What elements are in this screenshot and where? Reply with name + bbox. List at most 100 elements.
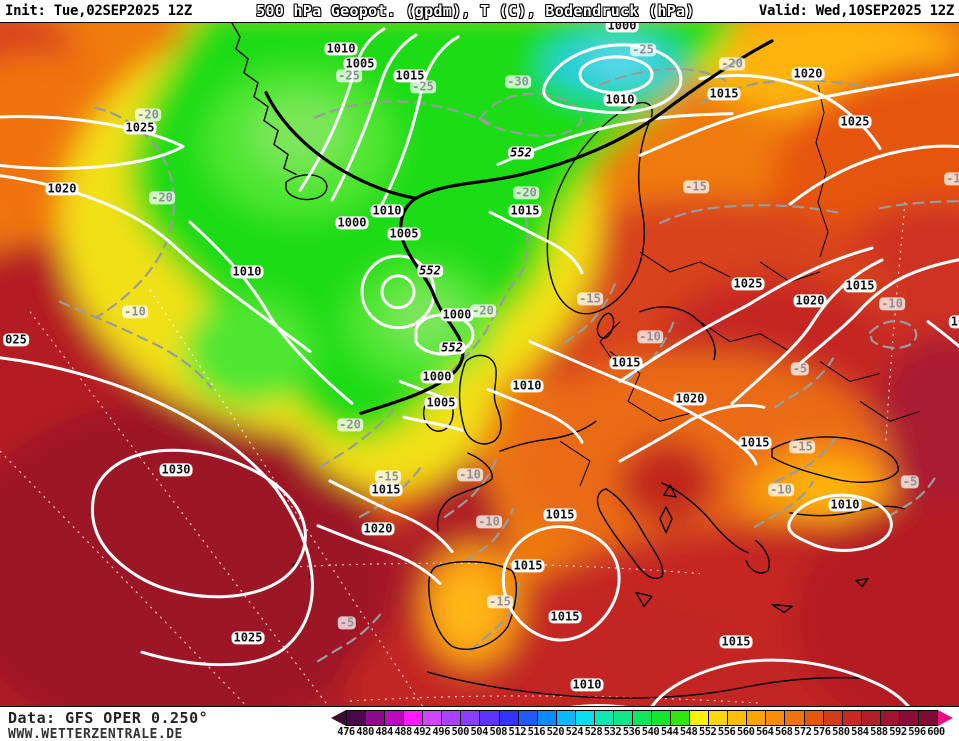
geopotential-label: 552	[439, 340, 465, 355]
colorbar-tick-label: 508	[489, 726, 508, 738]
colorbar-swatch	[423, 710, 443, 725]
colorbar-tick-label: 476	[337, 726, 355, 738]
colorbar-tick-label: 480	[356, 726, 374, 738]
website-label: WWW.WETTERZENTRALE.DE	[8, 727, 183, 741]
colorbar-swatch	[518, 710, 538, 725]
colorbar-swatch	[575, 710, 595, 725]
colorbar-tick-label: 548	[679, 726, 698, 738]
temperature-label: -20	[513, 185, 539, 200]
colorbar-swatch	[556, 710, 576, 725]
colorbar-swatch	[823, 710, 843, 725]
temperature-label: -15	[789, 439, 815, 454]
colorbar-swatch	[766, 710, 786, 725]
temperature-label: -20	[470, 303, 496, 318]
pressure-label: 1000	[420, 369, 454, 384]
temperature-label: -10	[476, 514, 502, 529]
temperature-label: -10	[879, 296, 905, 311]
temperature-label: -15	[944, 172, 959, 186]
coastlines	[231, 23, 905, 699]
pressure-label: 1020	[791, 66, 825, 81]
data-source-label: Data: GFS OPER 0.250°	[8, 709, 209, 727]
map-title: 500 hPa Geopot. (gpdm), T (C), Bodendruc…	[256, 2, 695, 20]
temperature-label: -10	[457, 467, 483, 482]
pressure-label: 1010	[324, 41, 358, 56]
pressure-label: 1015	[738, 435, 772, 450]
colorbar-swatch	[880, 710, 900, 725]
colorbar-swatch	[442, 710, 462, 725]
colorbar-tick-label: 536	[622, 726, 641, 738]
temperature-label: -10	[637, 329, 663, 344]
temperature-label: -5	[900, 474, 920, 489]
colorbar-swatch	[804, 710, 824, 725]
colorbar-tick-label: 552	[698, 726, 717, 738]
title-bar: Init: Tue,02SEP2025 12Z 500 hPa Geopot. …	[0, 0, 959, 22]
colorbar-left-arrow-icon	[331, 709, 346, 726]
contour-label-layer: 1025 1020 1010 025 1030 1025 1010 1005 1015 1000 1…	[0, 23, 959, 706]
colorbar-swatch	[747, 710, 767, 725]
pressure-label: 1025	[123, 120, 157, 135]
pressure-label: 10	[948, 315, 959, 329]
temperature-label: -5	[790, 361, 810, 376]
colorbar-swatch	[785, 710, 805, 725]
colorbar-tick-label: 540	[641, 726, 660, 738]
init-time-label: Init: Tue,02SEP2025 12Z	[5, 3, 192, 19]
colorbar-tick-label: 600	[927, 726, 945, 738]
colorbar-swatch	[861, 710, 881, 725]
colorbar-swatch	[632, 710, 652, 725]
pressure-label: 1020	[673, 391, 707, 406]
colorbar-tick-label: 520	[546, 726, 565, 738]
geopotential-label: 552	[508, 145, 534, 160]
colorbar-tick-label: 516	[527, 726, 546, 738]
pressure-label: 1020	[45, 181, 79, 196]
temperature-label: -15	[487, 594, 513, 609]
temperature-label: -25	[630, 42, 656, 57]
pressure-label: 1005	[343, 56, 377, 71]
colorbar-tick-label: 524	[565, 726, 584, 738]
pressure-label: 1015	[843, 278, 877, 293]
temperature-label: -10	[768, 482, 794, 497]
temperature-label: -5	[337, 615, 357, 630]
pressure-label: 1015	[511, 558, 545, 573]
colorbar-swatch	[728, 710, 748, 725]
geopotential-label: 552	[417, 263, 443, 278]
colorbar-tick-label: 504	[470, 726, 488, 738]
pressure-label: 1010	[570, 677, 604, 692]
pressure-label: 1010	[603, 92, 637, 107]
colorbar-tick-label: 528	[584, 726, 603, 738]
pressure-label: 1010	[828, 497, 862, 512]
colorbar-swatch	[613, 710, 633, 725]
pressure-label: 1015	[719, 634, 753, 649]
colorbar-tick-label: 496	[432, 726, 450, 738]
temperature-label: -20	[149, 190, 175, 205]
temperature-label: -30	[505, 74, 531, 89]
colorbar-tick-label: 532	[603, 726, 622, 738]
colorbar-swatch	[461, 710, 481, 725]
pressure-label: 1015	[609, 355, 643, 370]
pressure-label: 1020	[793, 293, 827, 308]
colorbar-swatch	[709, 710, 729, 725]
valid-time-label: Valid: Wed,10SEP2025 12Z	[758, 3, 954, 19]
colorbar-swatch	[537, 710, 557, 725]
colorbar-swatch	[671, 710, 691, 725]
colorbar-swatch	[366, 710, 386, 725]
pressure-label: 1015	[543, 507, 577, 522]
temperature-label: -25	[336, 68, 362, 83]
temperature-label: -20	[719, 56, 745, 71]
colorbar-tick-label: 564	[755, 726, 774, 738]
pressure-label: 1015	[707, 86, 741, 101]
colorbar-tick-label: 488	[394, 726, 412, 738]
colorbar-tick-label: 492	[413, 726, 431, 738]
geopotential-contour-552	[264, 39, 774, 415]
colorbar-tick-label: 596	[908, 726, 926, 738]
colorbar-right-arrow-icon	[938, 709, 953, 726]
colorbar-swatch	[347, 710, 367, 725]
temperature-label: -15	[375, 469, 401, 484]
colorbar-swatch	[690, 710, 710, 725]
temperature-label: -10	[122, 304, 148, 319]
footer-bar: Data: GFS OPER 0.250° WWW.WETTERZENTRALE…	[0, 707, 959, 741]
pressure-label: 1020	[361, 521, 395, 536]
colorbar-tick-label: 560	[736, 726, 755, 738]
colorbar-swatch	[480, 710, 500, 725]
pressure-label: 1015	[393, 68, 427, 83]
